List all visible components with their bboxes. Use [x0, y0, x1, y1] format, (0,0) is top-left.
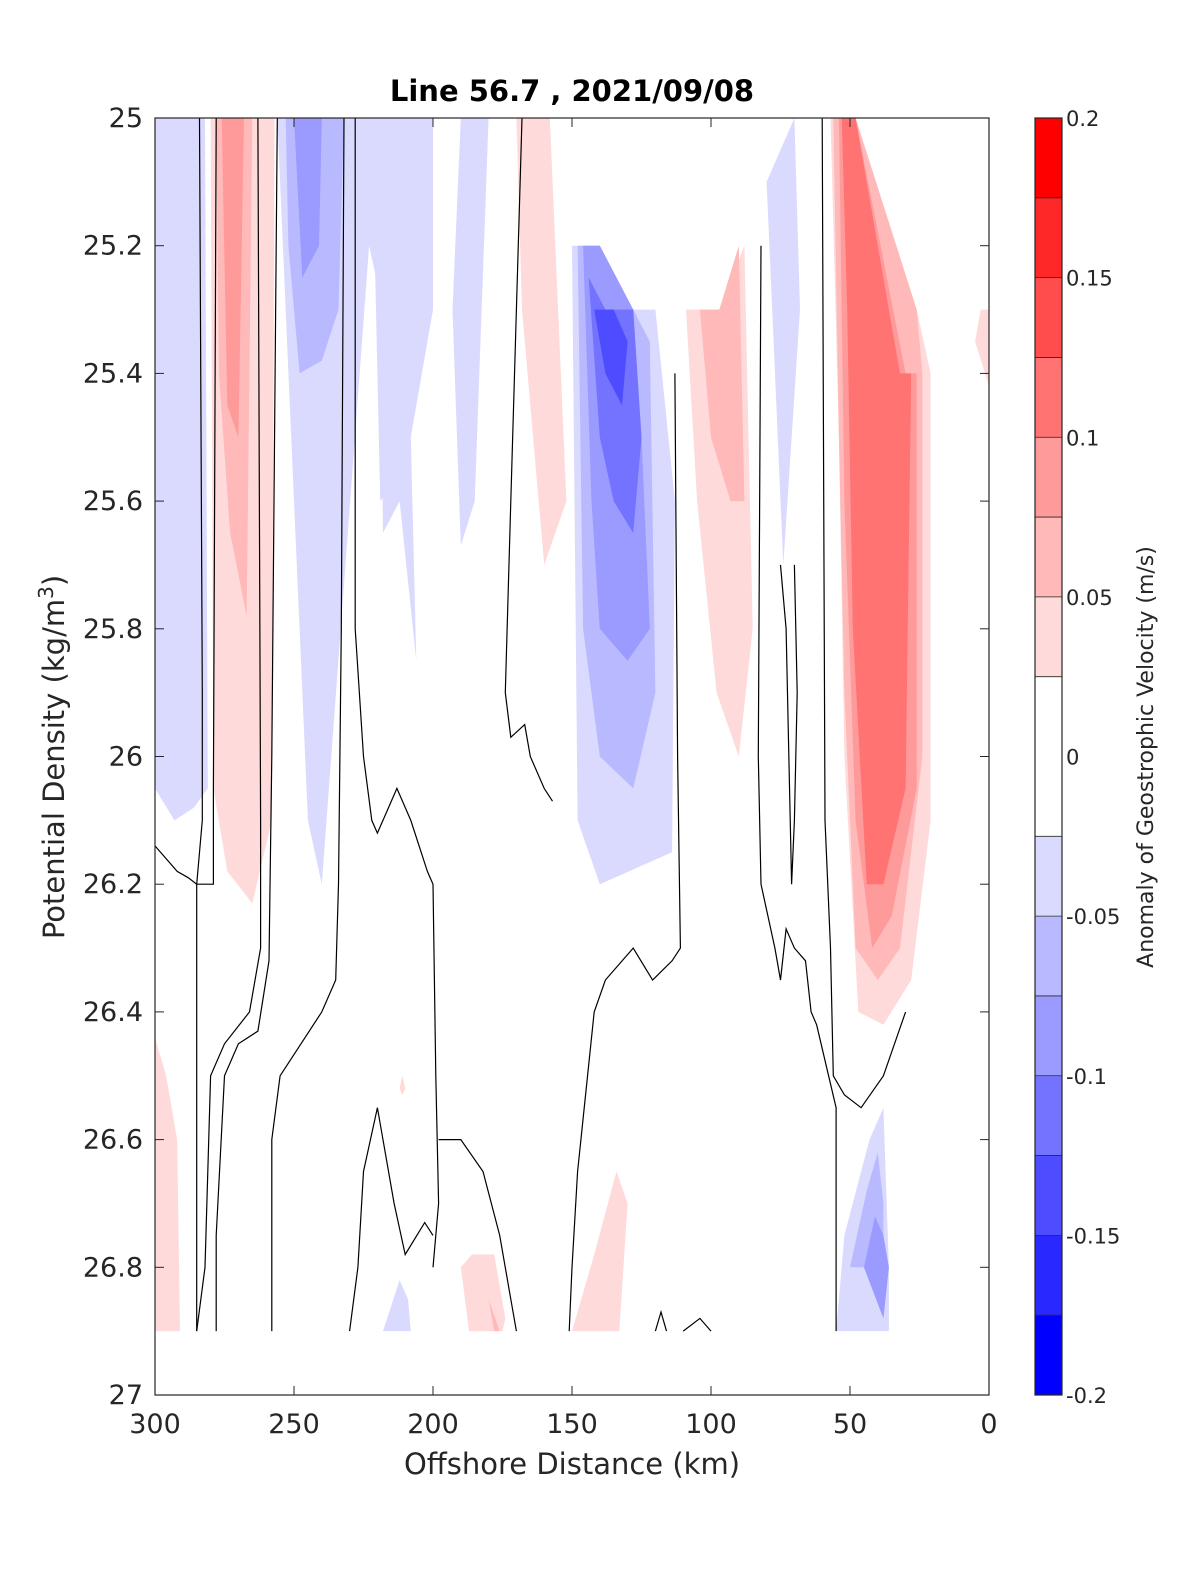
colorbar-block [1035, 357, 1062, 438]
colorbar-tick-label: 0 [1066, 746, 1079, 770]
zero-contour-3 [215, 117, 278, 1332]
colorbar-block [1035, 916, 1062, 997]
colorbar-tick-label: 0.2 [1066, 107, 1099, 131]
colorbar-block [1035, 1155, 1062, 1236]
colorbar-block [1035, 676, 1062, 757]
zero-contour-2 [196, 117, 262, 1332]
region-offshore-blue-5 [155, 118, 208, 821]
region-blue-deep-210 [383, 1280, 411, 1332]
y-axis-label-main: Potential Density (kg/m [37, 599, 71, 939]
colorbar-block [1035, 1235, 1062, 1316]
x-tick-label: 50 [833, 1409, 867, 1440]
y-tick-label: 26.8 [83, 1252, 143, 1283]
colorbar-label: Anomaly of Geostrophic Velocity (m/s) [1134, 546, 1159, 968]
colorbar-tick-label: 0.15 [1066, 267, 1113, 291]
colorbar-tick-label: -0.2 [1066, 1384, 1107, 1408]
y-tick-label: 26.2 [83, 869, 143, 900]
colorbar-ticks: -0.2 -0.15 -0.1 -0.05 0 0.05 0.1 0.15 0.2 [1066, 107, 1120, 1408]
chart-title: Line 56.7 , 2021/09/08 [390, 74, 754, 108]
x-axis-ticks: 300 250 200 150 100 50 0 [129, 118, 998, 1440]
zero-contours [154, 117, 907, 1332]
colorbar-block [1035, 596, 1062, 678]
colorbar-tick-label: 0.05 [1066, 586, 1113, 610]
region-pink-deep-180 [460, 1254, 506, 1332]
y-tick-label: 25.4 [83, 358, 143, 389]
region-pink-deep-145 [572, 1171, 628, 1332]
zero-contour-4 [271, 117, 345, 1332]
y-tick-label: 26 [109, 742, 143, 773]
y-tick-label: 27 [109, 1380, 143, 1411]
zero-contour-8 [757, 245, 837, 1332]
x-tick-label: 150 [546, 1409, 598, 1440]
colorbar-block [1035, 437, 1062, 518]
colorbar-blocks [1035, 118, 1062, 1396]
zero-contour-1 [196, 117, 217, 1332]
colorbar-block [1035, 756, 1062, 837]
colorbar-tick-label: -0.1 [1066, 1065, 1107, 1089]
region-pink-band-160 [516, 118, 567, 565]
y-axis-label: Potential Density (kg/m3) [34, 575, 71, 939]
colorbar-block [1035, 118, 1062, 199]
zero-contour-7 [568, 373, 682, 1332]
region-pink-band-95-inner [699, 245, 745, 502]
zero-contour-10 [821, 117, 907, 1109]
y-tick-label: 26.6 [83, 1125, 143, 1156]
x-tick-label: 250 [268, 1409, 320, 1440]
colorbar-frame [1034, 117, 1063, 1396]
colorbar-block [1035, 277, 1062, 358]
plot-area: 300 250 200 150 100 50 0 2525.225.425.625.8262… [83, 103, 998, 1440]
region-offshore-pink-deep [155, 1037, 180, 1332]
colorbar-block [1035, 1315, 1062, 1396]
region-blue-deep-40-3 [863, 1216, 889, 1319]
zero-contour-5 [354, 118, 440, 1268]
colorbar-block [1035, 1075, 1062, 1157]
x-tick-label: 200 [407, 1409, 459, 1440]
colorbar-block [1035, 197, 1062, 279]
zero-contour-9 [779, 564, 798, 885]
zero-contour-12 [438, 1138, 517, 1332]
x-tick-label: 300 [129, 1409, 181, 1440]
colorbar-tick-label: -0.15 [1066, 1224, 1120, 1248]
colorbar-block [1035, 995, 1062, 1077]
region-pink-band-270-core [221, 118, 244, 438]
x-tick-label: 0 [980, 1409, 997, 1440]
zero-contour-6 [504, 117, 554, 802]
region-pink-dot-210 [399, 1075, 406, 1095]
region-blue-band-190 [452, 118, 489, 546]
region-pink-deep-180-core [488, 1299, 500, 1332]
colorbar-tick-label: -0.05 [1066, 905, 1120, 929]
region-blue-sliver-75 [766, 118, 800, 565]
colorbar-block [1035, 836, 1062, 917]
y-axis-label-sup: 3 [34, 586, 58, 599]
y-axis-label-close: ) [37, 575, 71, 586]
region-blue-band-140-core [594, 309, 628, 406]
region-red-wedge-40-4 [841, 118, 912, 885]
region-pink-edge-0 [975, 309, 989, 387]
y-tick-label: 25.8 [83, 614, 143, 645]
colorbar-tick-label: 0.1 [1066, 426, 1099, 450]
y-tick-label: 25.2 [83, 231, 143, 262]
region-blue-band-210 [371, 118, 433, 502]
x-tick-label: 100 [685, 1409, 737, 1440]
region-blue-band-250-core [294, 118, 322, 278]
colorbar-block [1035, 517, 1062, 598]
x-axis-label: Offshore Distance (km) [404, 1447, 740, 1481]
zero-contour-14 [682, 1317, 712, 1332]
zero-contour-13 [654, 1309, 668, 1332]
zero-contour-11 [349, 1107, 434, 1332]
y-tick-label: 26.4 [83, 997, 143, 1028]
colorbar: -0.2 -0.15 -0.1 -0.05 0 0.05 0.1 0.15 0.2 [1034, 107, 1120, 1408]
y-tick-label: 25.6 [83, 486, 143, 517]
y-axis-ticks: 25 25.2 25.4 25.6 25.8 26 26.2 26.4 26.6 26.8 27 [83, 103, 989, 1411]
y-tick-label: 25 [109, 103, 143, 134]
